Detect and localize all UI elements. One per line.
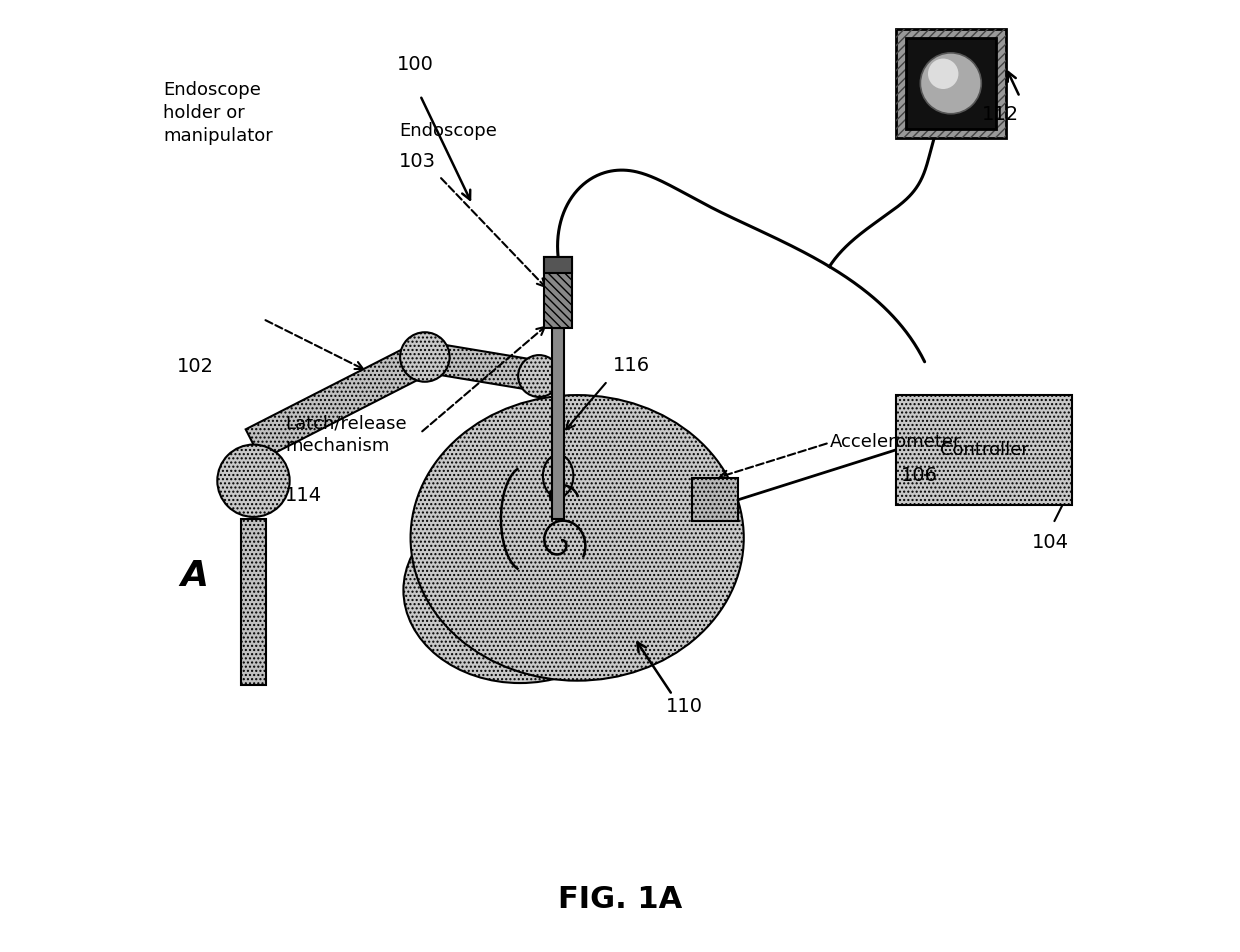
Text: Accelerometer: Accelerometer: [830, 433, 961, 451]
Text: 114: 114: [285, 486, 322, 505]
Text: 106: 106: [900, 466, 937, 486]
Bar: [897, 29, 1006, 138]
Bar: [897, 29, 1006, 138]
Bar: [544, 257, 573, 328]
Ellipse shape: [403, 497, 636, 684]
Text: Controller: Controller: [940, 441, 1028, 459]
Text: Latch/release
mechanism: Latch/release mechanism: [285, 414, 407, 455]
Text: 112: 112: [982, 105, 1019, 124]
Circle shape: [518, 355, 560, 397]
Circle shape: [928, 59, 959, 89]
Text: 100: 100: [397, 55, 434, 74]
Text: 116: 116: [613, 356, 650, 375]
Circle shape: [920, 53, 981, 114]
Circle shape: [217, 445, 290, 517]
Text: Endoscope: Endoscope: [399, 122, 497, 140]
Polygon shape: [423, 342, 542, 391]
Text: A: A: [180, 559, 208, 593]
Bar: [905, 38, 996, 129]
Circle shape: [401, 332, 450, 382]
Ellipse shape: [410, 395, 744, 681]
Bar: [692, 479, 738, 522]
Bar: [552, 328, 564, 519]
Bar: [544, 257, 573, 328]
Text: Endoscope
holder or
manipulator: Endoscope holder or manipulator: [162, 81, 273, 145]
Bar: [897, 395, 1073, 505]
Bar: [544, 257, 573, 272]
Text: 102: 102: [177, 357, 215, 376]
Text: 103: 103: [399, 152, 436, 171]
Polygon shape: [246, 342, 433, 460]
Text: FIG. 1A: FIG. 1A: [558, 885, 682, 914]
Bar: [241, 519, 265, 685]
Text: 104: 104: [1032, 533, 1069, 552]
Text: 110: 110: [666, 697, 703, 716]
